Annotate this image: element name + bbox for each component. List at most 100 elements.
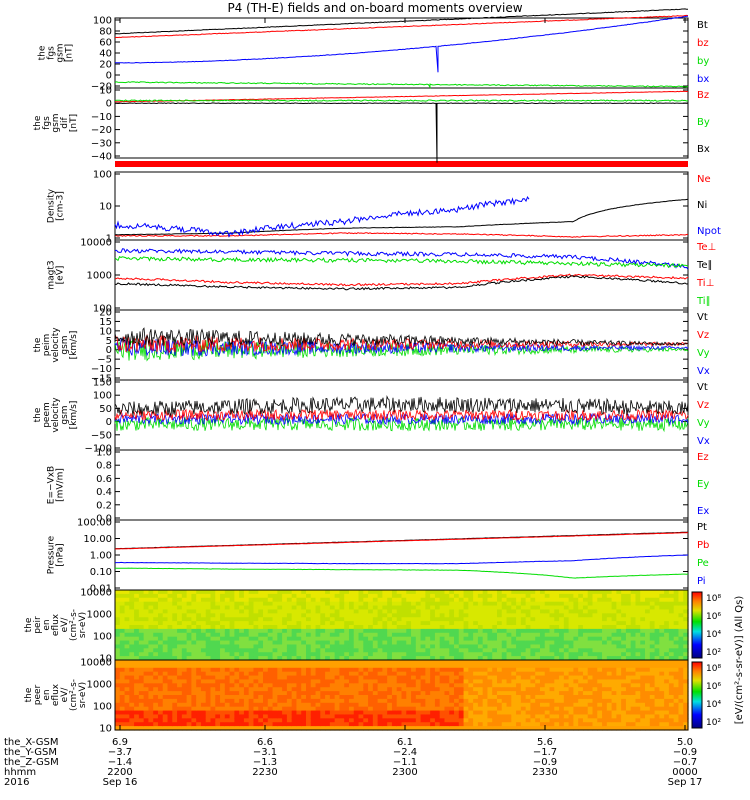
panel-pressure-tick-label: 100.00 <box>77 518 112 529</box>
panel-peir-ylabel: eflux <box>51 613 61 636</box>
panel-peem-ylabel: the <box>33 407 43 422</box>
series-bt <box>114 8 688 35</box>
panel-density-frame <box>114 171 689 241</box>
panel-peir-ylabel: peir <box>33 616 43 634</box>
x-row-value: −3.1 <box>253 747 277 758</box>
series-ni <box>114 198 689 236</box>
x-row-value: −0.9 <box>673 747 697 758</box>
colorbar-tick-label: 10² <box>706 648 721 658</box>
legend-temp-2: Ti⊥ <box>696 278 714 289</box>
legend-pressure-2: Pe <box>697 558 709 569</box>
quality-flag-bar <box>115 161 688 167</box>
panel-pressure-tick-label: 1.00 <box>90 551 112 562</box>
panel-pressure-ylabel: [nPa] <box>56 543 66 566</box>
panel-fgs-tick-label: 20 <box>99 60 112 71</box>
panel-fgs_dif-ylabel: fgs <box>42 116 52 130</box>
x-row-value: −3.7 <box>108 747 132 758</box>
series-ti-perp <box>114 248 689 270</box>
legend-fgs-1: bz <box>697 38 709 49</box>
x-row-value: −1.4 <box>108 757 132 768</box>
x-row-value: 2230 <box>252 767 277 778</box>
panel-peir-ylabel: eV/ <box>60 617 70 633</box>
x-row-value: 6.6 <box>257 737 273 748</box>
x-row-value: Sep 16 <box>103 777 138 788</box>
panel-pressure-frame <box>114 519 689 591</box>
panel-density-tick-label: 10 <box>99 202 112 213</box>
series-bz <box>114 14 689 39</box>
panel-peim-tick-label: 0 <box>106 345 112 356</box>
panel-peim-tick-label: 15 <box>99 317 112 328</box>
legend-fgs_dif-1: By <box>697 117 710 128</box>
legend-fgs_dif-2: Bx <box>697 144 710 155</box>
panel-fgs_dif-ylabel: the <box>33 115 43 130</box>
panel-peer-tick-label: 10000 <box>80 658 112 669</box>
panel-temp-tick-label: 10000 <box>80 238 112 249</box>
x-row-label: the_Y-GSM <box>4 747 57 758</box>
series-dif-by <box>114 99 689 102</box>
legend-peem-1: Vz <box>697 400 709 411</box>
panel-peim-tick-label: 10 <box>99 326 112 337</box>
x-row-value: −1.3 <box>253 757 277 768</box>
panel-fgs-ylabel: the <box>38 45 48 60</box>
series-dif-bx <box>115 102 689 163</box>
panel-peer-ylabel: eV/ <box>60 687 70 703</box>
panel-peem-tick-label: 0 <box>106 417 112 428</box>
panel-fgs_dif-tick-label: 10 <box>99 86 112 97</box>
panel-peir-tick-label: 10000 <box>80 588 112 599</box>
panel-fgs_dif-frame <box>114 87 689 159</box>
legend-density-0: Ne <box>697 174 711 185</box>
panel-peir-tick-label: 10 <box>99 654 112 665</box>
panel-efield-ylabel: [mV/m] <box>56 468 66 502</box>
panel-pressure-tick-label: 0.10 <box>90 567 112 578</box>
series-npot <box>114 196 530 238</box>
panel-fgs-ylabel: [nT] <box>65 44 75 62</box>
panel-peim-ylabel: the <box>33 337 43 352</box>
panel-fgs_dif-tick-label: −40 <box>91 152 112 163</box>
panel-fgs-tick-label: 100 <box>93 16 112 27</box>
colorbar-tick-label: 10⁴ <box>706 630 721 640</box>
legend-temp-3: Ti∥ <box>696 296 711 307</box>
x-row-value: 6.9 <box>112 737 128 748</box>
legend-fgs-0: Bt <box>697 20 708 31</box>
panel-fgs-tick-label: 60 <box>99 38 112 49</box>
panel-temp-tick-label: 100 <box>93 304 112 315</box>
panel-efield-frame <box>114 449 689 521</box>
panel-pressure-tick-label: 0.01 <box>90 584 112 595</box>
panel-peer-tick-label: 1000 <box>87 680 112 691</box>
colorbar-tick-label: 10⁶ <box>706 682 721 692</box>
panel-efield-tick-label: 1.0 <box>96 448 112 459</box>
legend-peem-3: Vx <box>697 436 710 447</box>
panel-peem-ylabel: [km/s] <box>69 401 79 430</box>
legend-fgs-3: bx <box>697 74 709 85</box>
panel-temp-ylabel: magt3 <box>47 260 57 289</box>
panel-peim-ylabel: peim <box>42 334 52 357</box>
legend-pressure-0: Pt <box>697 522 707 533</box>
legend-pressure-3: Pi <box>697 576 706 587</box>
colorbar-tick-label: 10⁴ <box>706 700 721 710</box>
series-bx <box>115 15 689 73</box>
legend-density-2: Npot <box>697 226 721 237</box>
spectrogram-peer <box>115 660 689 731</box>
panel-fgs_dif-tick-label: 0 <box>106 99 112 110</box>
panel-peir-ylabel: en <box>42 619 52 630</box>
legend-efield-1: Ey <box>697 479 709 490</box>
panel-peim-tick-label: −10 <box>91 364 112 375</box>
panel-fgs-tick-label: 0 <box>106 71 112 82</box>
legend-peim-1: Vz <box>697 330 709 341</box>
panel-peer-ylabel: (cm²-s- <box>69 679 79 711</box>
panel-fgs_dif-ylabel: gsm <box>51 113 61 132</box>
panel-fgs-ylabel: gsm <box>56 43 66 62</box>
series-ti-par <box>114 256 689 269</box>
legend-peim-0: Vt <box>697 312 708 323</box>
legend-peem-0: Vt <box>697 382 708 393</box>
x-row-value: 6.1 <box>397 737 413 748</box>
series-peim-vt <box>114 327 689 348</box>
legend-temp-1: Te∥ <box>696 260 713 271</box>
panel-peir-ylabel: sr-eV) <box>78 612 88 638</box>
series-by <box>114 81 689 89</box>
legend-temp-0: Te⊥ <box>696 242 716 253</box>
panel-efield-tick-label: 0.8 <box>96 461 112 472</box>
legend-efield-2: Ex <box>697 506 709 517</box>
panel-fgs-tick-label: −20 <box>91 82 112 93</box>
panel-fgs_dif-ylabel: dif <box>60 116 70 128</box>
